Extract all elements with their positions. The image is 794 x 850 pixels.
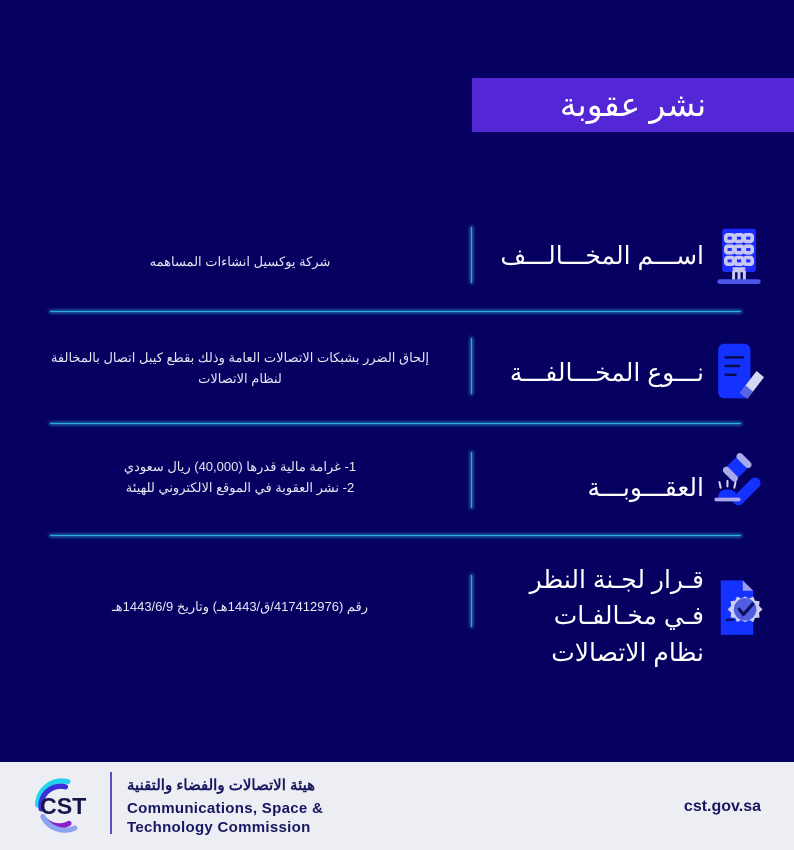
svg-text:CST: CST [40, 793, 86, 819]
